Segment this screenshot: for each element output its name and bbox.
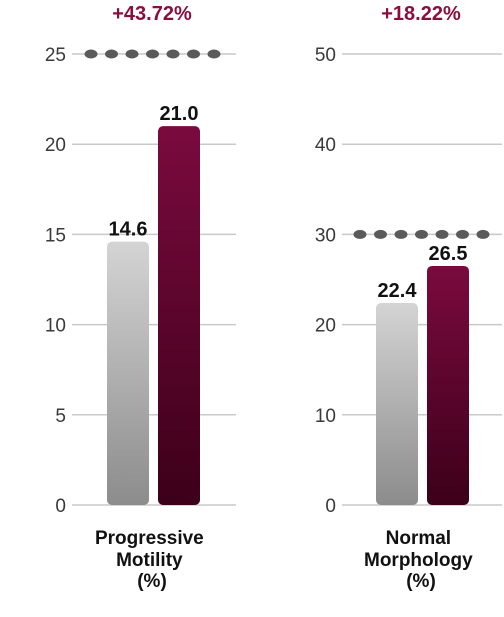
bar-value-label: 14.6 bbox=[109, 219, 148, 241]
reference-dot bbox=[394, 229, 408, 239]
y-tick-label: 30 bbox=[315, 225, 336, 246]
reference-dot bbox=[105, 49, 118, 59]
bar bbox=[158, 126, 200, 505]
bar bbox=[376, 302, 418, 505]
reference-dot bbox=[125, 49, 139, 59]
reference-dot bbox=[353, 229, 367, 239]
bar-value-label: 22.4 bbox=[378, 280, 418, 302]
y-tick-label: 10 bbox=[315, 406, 336, 427]
category-label: Normal Morphology (%) bbox=[364, 528, 478, 592]
y-tick-label: 5 bbox=[55, 406, 66, 427]
y-tick-label: 50 bbox=[315, 45, 336, 66]
reference-dot bbox=[166, 49, 180, 59]
y-tick-label: 40 bbox=[315, 135, 336, 156]
chart-panel-progressive-motility: +43.72% 0 5 10 15 20 25 14.6 21.0 Progressive … bbox=[45, 3, 236, 592]
reference-dot bbox=[146, 49, 159, 59]
y-tick-label: 0 bbox=[55, 496, 66, 517]
category-label-line: (%) bbox=[406, 571, 436, 592]
reference-dot bbox=[476, 229, 490, 239]
y-tick-label: 10 bbox=[45, 316, 66, 337]
y-tick-label: 15 bbox=[45, 225, 66, 246]
category-label-line: Motility bbox=[116, 550, 183, 571]
reference-dot bbox=[415, 229, 428, 239]
bar bbox=[427, 265, 469, 505]
reference-dot bbox=[187, 49, 200, 59]
category-label-line: Normal bbox=[386, 528, 451, 549]
bar bbox=[107, 241, 149, 505]
category-label-line: Morphology bbox=[364, 550, 473, 571]
y-tick-label: 25 bbox=[45, 45, 66, 66]
bar-value-label: 26.5 bbox=[429, 243, 468, 265]
reference-dot bbox=[435, 229, 449, 239]
reference-dot bbox=[84, 49, 98, 59]
panel-title: +43.72% bbox=[112, 3, 192, 25]
reference-dot bbox=[207, 49, 221, 59]
reference-dot bbox=[456, 229, 469, 239]
category-label-line: (%) bbox=[137, 571, 167, 592]
panel-title: +18.22% bbox=[381, 3, 461, 25]
bar-value-label: 21.0 bbox=[160, 103, 199, 125]
category-label: Progressive Motility (%) bbox=[95, 528, 209, 592]
chart-panel-normal-morphology: +18.22% 0 10 20 30 40 50 22.4 26.5 Normal Morp… bbox=[315, 3, 502, 592]
y-tick-label: 20 bbox=[45, 135, 66, 156]
reference-dot bbox=[374, 229, 387, 239]
y-tick-label: 0 bbox=[325, 496, 336, 517]
y-tick-label: 20 bbox=[315, 316, 336, 337]
category-label-line: Progressive bbox=[95, 528, 204, 549]
